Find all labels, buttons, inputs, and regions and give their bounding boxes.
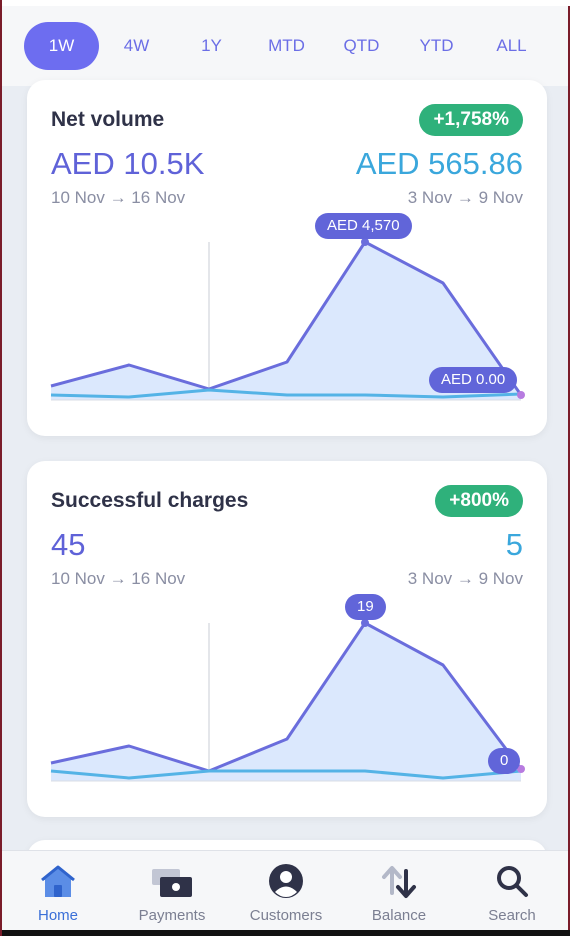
tab-4w[interactable]: 4W: [123, 36, 150, 55]
previous-range: 3 Nov → 9 Nov: [407, 188, 523, 207]
nav-home-label: Home: [37, 907, 78, 924]
change-badge: +1,758%: [419, 104, 523, 136]
balance-icon: [382, 866, 416, 898]
successful-charges-chart[interactable]: [27, 591, 547, 791]
nav-search[interactable]: Search: [457, 851, 567, 931]
tab-1w[interactable]: 1W: [24, 22, 99, 70]
nav-payments[interactable]: Payments: [117, 851, 227, 931]
end-point: [517, 765, 525, 773]
tab-mtd[interactable]: MTD: [268, 36, 305, 55]
end-point: [517, 391, 525, 399]
bottom-nav: Home Payments Customers Balance Search: [2, 850, 568, 930]
nav-customers-label: Customers: [249, 907, 323, 924]
home-icon: [41, 865, 75, 897]
current-range: 10 Nov → 16 Nov: [51, 569, 186, 588]
tab-1y[interactable]: 1Y: [201, 36, 222, 55]
nav-balance[interactable]: Balance: [344, 851, 454, 931]
net-volume-card[interactable]: Net volume +1,758% AED 10.5K AED 565.86 …: [27, 80, 547, 436]
nav-customers[interactable]: Customers: [231, 851, 341, 931]
peak-point: [361, 619, 369, 627]
tab-ytd[interactable]: YTD: [419, 36, 454, 55]
tab-all[interactable]: ALL: [496, 36, 527, 55]
home-indicator-bar: [2, 930, 570, 936]
card-title: Net volume: [51, 108, 165, 131]
current-area: [51, 242, 521, 400]
card-title: Successful charges: [51, 489, 249, 512]
current-series-line: [50, 240, 523, 396]
end-label: 0: [488, 748, 521, 774]
payments-icon: [152, 869, 192, 897]
previous-value: AED 565.86: [355, 146, 523, 181]
nav-search-label: Search: [488, 907, 536, 924]
successful-charges-card[interactable]: Successful charges +800% 45 5 10 Nov → 1…: [27, 461, 547, 817]
previous-range: 3 Nov → 9 Nov: [407, 569, 523, 588]
peak-point: [361, 238, 369, 246]
status-strip: [2, 0, 570, 6]
current-value: AED 10.5K: [51, 146, 205, 181]
tab-qtd[interactable]: QTD: [343, 36, 380, 55]
nav-balance-label: Balance: [371, 907, 427, 924]
previous-value: 5: [505, 527, 523, 562]
peak-label: AED 4,570: [315, 213, 412, 239]
nav-home[interactable]: Home: [3, 851, 113, 931]
current-series-line: [50, 621, 523, 773]
current-area: [51, 623, 521, 781]
search-icon: [497, 866, 528, 897]
current-range: 10 Nov → 16 Nov: [51, 188, 186, 207]
change-badge: +800%: [435, 485, 523, 517]
peak-label: 19: [345, 594, 386, 620]
customers-icon: [269, 864, 303, 898]
nav-payments-label: Payments: [138, 907, 206, 924]
current-value: 45: [51, 527, 86, 562]
range-tabs: 1W 4W 1Y MTD QTD YTD ALL: [2, 6, 568, 86]
net-volume-chart[interactable]: [27, 210, 547, 410]
previous-series-line: [50, 769, 522, 780]
previous-series-line: [50, 388, 522, 399]
end-label: AED 0.00: [429, 367, 518, 393]
